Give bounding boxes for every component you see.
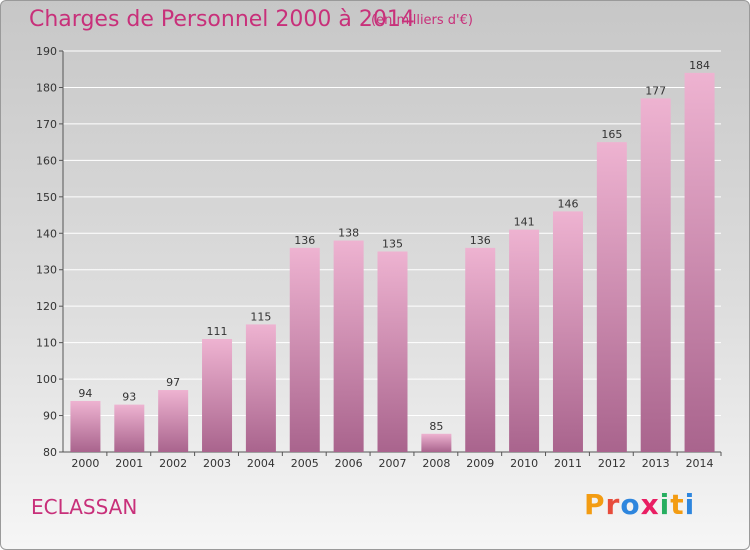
bar: [158, 390, 189, 452]
x-tick-label: 2006: [335, 457, 363, 470]
data-label: 136: [294, 234, 315, 247]
data-label: 184: [689, 59, 710, 72]
y-tick-label: 120: [36, 300, 57, 313]
bar: [333, 240, 364, 452]
data-label: 97: [166, 376, 180, 389]
chart-title: Charges de Personnel 2000 à 2014: [29, 7, 415, 32]
y-tick-label: 90: [43, 410, 57, 423]
data-label: 146: [557, 197, 578, 210]
bar: [114, 404, 145, 452]
x-tick-label: 2009: [466, 457, 494, 470]
data-label: 165: [601, 128, 622, 141]
logo-letter: x: [640, 488, 660, 521]
y-tick-label: 100: [36, 373, 57, 386]
y-tick-label: 160: [36, 154, 57, 167]
bar: [640, 98, 671, 453]
data-label: 135: [382, 238, 403, 251]
x-tick-label: 2010: [510, 457, 538, 470]
x-tick-label: 2005: [291, 457, 319, 470]
data-label: 141: [514, 216, 535, 229]
y-tick-label: 190: [36, 45, 57, 58]
y-tick-label: 130: [36, 264, 57, 277]
x-tick-label: 2007: [379, 457, 407, 470]
x-tick-label: 2014: [686, 457, 714, 470]
logo-letter: i: [659, 488, 671, 521]
logo-letter: P: [584, 488, 606, 521]
data-label: 85: [429, 420, 443, 433]
data-label: 115: [250, 310, 271, 323]
x-tick-label: 2012: [598, 457, 626, 470]
y-tick-label: 80: [43, 446, 57, 459]
x-tick-label: 2002: [159, 457, 187, 470]
city-name: ECLASSAN: [31, 495, 138, 519]
bar: [421, 433, 452, 452]
bar: [465, 247, 496, 452]
x-tick-label: 2004: [247, 457, 275, 470]
bar: [202, 338, 233, 452]
x-tick-label: 2000: [71, 457, 99, 470]
x-tick-label: 2003: [203, 457, 231, 470]
bar: [289, 247, 320, 452]
data-label: 111: [207, 325, 228, 338]
bars: [70, 72, 715, 453]
logo-letter: r: [605, 488, 621, 521]
y-tick-label: 140: [36, 227, 57, 240]
y-tick-label: 170: [36, 118, 57, 131]
x-tick-label: 2011: [554, 457, 582, 470]
bar: [552, 211, 583, 452]
y-tick-label: 110: [36, 337, 57, 350]
data-label: 136: [470, 234, 491, 247]
bar: [684, 72, 715, 452]
bar-chart: 80 90 100 110 120 130 140 150 160 170 180 190 2000 20…: [36, 45, 722, 470]
proxiti-logo[interactable]: Proxiti: [584, 488, 695, 521]
chart-subtitle: (en milliers d'€): [371, 13, 473, 28]
data-labels: 94 93 97 111 115 136 138 135 85 136 141 146 165 177 18…: [78, 59, 710, 433]
bar: [509, 229, 540, 452]
data-label: 93: [122, 391, 136, 404]
logo-letter: t: [670, 488, 685, 521]
x-tick-label: 2001: [115, 457, 143, 470]
logo-letter: o: [620, 488, 641, 521]
data-label: 177: [645, 84, 666, 97]
y-tick-label: 150: [36, 191, 57, 204]
y-tick-label: 180: [36, 81, 57, 94]
data-label: 94: [78, 387, 92, 400]
bar: [596, 142, 627, 453]
x-tick-label: 2013: [642, 457, 670, 470]
bar: [377, 251, 408, 452]
bar: [245, 324, 276, 452]
logo-letter: i: [684, 488, 696, 521]
data-label: 138: [338, 227, 359, 240]
bar: [70, 400, 101, 452]
x-tick-label: 2008: [422, 457, 450, 470]
